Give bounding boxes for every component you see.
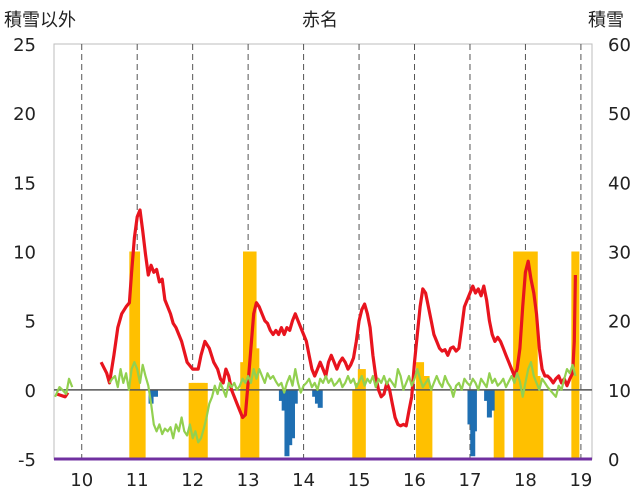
anomaly-bar bbox=[289, 389, 295, 439]
anomaly-bar bbox=[152, 389, 158, 397]
anomaly-bar bbox=[312, 389, 318, 397]
y-tick-left: 20 bbox=[13, 104, 36, 125]
green-line bbox=[108, 361, 577, 444]
anomaly-bar bbox=[278, 389, 284, 401]
y-tick-right: 20 bbox=[608, 312, 631, 333]
snow-bar bbox=[251, 348, 260, 459]
anomaly-bar bbox=[489, 389, 495, 411]
anomaly-bar bbox=[484, 389, 490, 401]
snow-bar bbox=[132, 251, 141, 459]
y-tick-right: 40 bbox=[608, 173, 631, 194]
x-tick: 10 bbox=[70, 470, 93, 491]
x-tick: 19 bbox=[569, 470, 592, 491]
anomaly-bar bbox=[467, 389, 473, 425]
anomaly-bar bbox=[314, 389, 320, 404]
snow-bar bbox=[496, 389, 505, 459]
red-line bbox=[99, 208, 577, 428]
anomaly-bar bbox=[281, 389, 287, 411]
snow-bar bbox=[137, 389, 146, 459]
anomaly-bar bbox=[317, 389, 323, 408]
x-tick: 12 bbox=[181, 470, 204, 491]
y-tick-left: 25 bbox=[13, 35, 36, 56]
x-tick: 11 bbox=[126, 470, 149, 491]
anomaly-bar bbox=[471, 389, 477, 432]
snow-bar bbox=[199, 382, 208, 459]
green-line bbox=[54, 377, 74, 398]
y-tick-right: 50 bbox=[608, 104, 631, 125]
snow-bar bbox=[571, 251, 580, 459]
y-tick-right: 0 bbox=[608, 450, 619, 471]
x-tick: 16 bbox=[403, 470, 426, 491]
snow-bar bbox=[357, 369, 366, 459]
x-tick: 13 bbox=[237, 470, 260, 491]
x-tick: 15 bbox=[348, 470, 371, 491]
y-tick-left: -5 bbox=[18, 450, 36, 471]
y-tick-left: 0 bbox=[25, 381, 36, 402]
left-axis-label: 積雪以外 bbox=[4, 10, 76, 31]
y-tick-right: 60 bbox=[608, 35, 631, 56]
snow-bar bbox=[535, 389, 544, 459]
snow-bar bbox=[424, 389, 433, 459]
y-tick-left: 15 bbox=[13, 173, 36, 194]
chart-title: 赤名 bbox=[302, 10, 338, 31]
x-tick: 18 bbox=[514, 470, 537, 491]
x-tick: 17 bbox=[459, 470, 482, 491]
y-tick-left: 10 bbox=[13, 243, 36, 264]
y-tick-right: 30 bbox=[608, 243, 631, 264]
y-tick-right: 10 bbox=[608, 381, 631, 402]
right-axis-label: 積雪 bbox=[588, 10, 624, 31]
x-tick: 14 bbox=[292, 470, 315, 491]
line-layer bbox=[54, 208, 592, 461]
y-tick-left: 5 bbox=[25, 312, 36, 333]
anomaly-bar bbox=[287, 389, 293, 446]
anomaly-bar bbox=[284, 389, 290, 457]
anomaly-bar bbox=[486, 389, 492, 418]
anomaly-bar bbox=[292, 389, 298, 404]
snow-bar bbox=[191, 382, 200, 459]
snow-bar bbox=[529, 251, 538, 459]
